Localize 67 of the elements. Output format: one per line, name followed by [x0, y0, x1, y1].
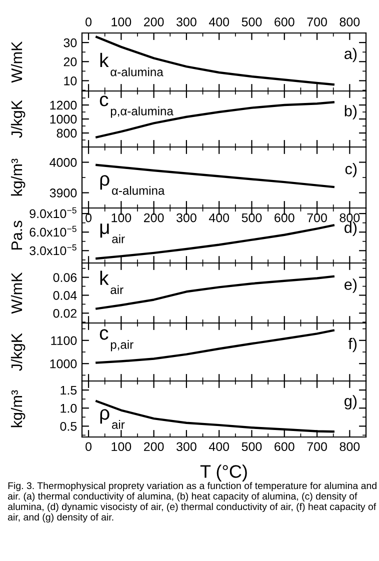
x-tick-label: 500 [242, 442, 262, 452]
y-tick-label: 3.0x10$^{−5}$ [30, 244, 76, 256]
y-tick-label: 0.5 [60, 422, 77, 431]
x-tick-label: 0 [86, 442, 92, 452]
y-tick-label: 0.02 [53, 308, 77, 318]
annotation: d) [344, 222, 357, 236]
x-tick-label: 200 [144, 442, 164, 452]
x-axis-title: T (°C) [200, 464, 247, 482]
x-tick-label: 300 [176, 18, 196, 26]
x-tick-label: 100 [112, 213, 132, 222]
y-axis-title: J/kgK [10, 333, 26, 371]
y-tick-label: 20 [64, 57, 77, 66]
y-axis-title: W/mK [10, 272, 22, 314]
x-tick-label: 700 [307, 442, 327, 452]
x-tick-label: 500 [242, 18, 262, 26]
x-tick-label: 700 [307, 213, 327, 222]
x-tick-label: 500 [242, 213, 262, 222]
y-tick-label: 800 [56, 128, 77, 138]
x-tick-label: 800 [340, 18, 360, 26]
y-axis-title: W/mK [10, 41, 22, 83]
annotation: b) [344, 105, 357, 120]
x-tick-label: 600 [274, 18, 294, 26]
y-tick-label: 10 [64, 76, 77, 86]
y-tick-label: 0.04 [53, 291, 77, 300]
x-tick-label: 600 [274, 213, 294, 222]
y-tick-label: 6.0x10$^{−5}$ [30, 226, 76, 237]
annotation: cp,air [100, 329, 134, 352]
y-tick-label: 0.06 [53, 273, 77, 282]
y-tick-label: 30 [64, 38, 77, 48]
caption: Fig. 3. Thermophysical proprety variation as a function of temperature for alumina and air. (a) thermal conductivity of alumina, (b) heat capacity of alumina, (c) density of alumina, (d) dynamic visocisty of air, (e) thermal conductivity of air, (f) heat capacity of air, and (g) density of air. [8, 482, 376, 522]
x-tick-label: 200 [144, 18, 164, 26]
x-tick-label: 100 [112, 18, 132, 26]
y-axis-title: kg/m³ [10, 158, 26, 196]
x-tick-label: 400 [208, 442, 230, 452]
annotation: cp,α-alumina [100, 96, 174, 118]
annotation: kα-alumina [100, 52, 164, 76]
x-tick-label: 200 [144, 213, 164, 222]
annotation: kair [100, 270, 124, 294]
y-tick-label: 1000 [50, 114, 77, 124]
y-tick-label: 3900 [50, 188, 77, 198]
y-tick-label: 1.5 [60, 386, 77, 395]
annotation: e) [344, 278, 357, 293]
y-tick-label: 1000 [50, 359, 77, 368]
x-tick-label: 300 [176, 213, 196, 222]
y-axis-title: J/kgK [10, 100, 26, 138]
annotation: c) [345, 163, 357, 178]
y-axis-title: kg/m³ [10, 390, 26, 428]
annotation: a) [344, 48, 357, 62]
x-tick-label: 0 [86, 18, 92, 26]
annotation: g) [344, 395, 357, 410]
x-tick-label: 800 [340, 442, 360, 452]
y-tick-label: 1200 [50, 100, 77, 110]
x-tick-label: 700 [307, 18, 327, 26]
y-axis-title: Pa.s [12, 220, 22, 250]
line-series [96, 329, 334, 364]
y-tick-label: 1100 [51, 336, 77, 346]
line-series [96, 224, 334, 260]
x-tick-label: 400 [208, 213, 230, 222]
y-tick-label: 4000 [50, 158, 77, 167]
x-tick-label: 300 [176, 442, 196, 452]
x-tick-label: 600 [274, 442, 294, 452]
x-tick-label: 100 [112, 442, 132, 452]
y-tick-label: 1.0 [60, 404, 77, 413]
x-tick-label: 800 [340, 213, 360, 222]
x-tick-label: 400 [208, 18, 230, 26]
y-tick-label: 9.0x10$^{−5}$ [30, 207, 76, 218]
annotation: f) [348, 338, 357, 352]
